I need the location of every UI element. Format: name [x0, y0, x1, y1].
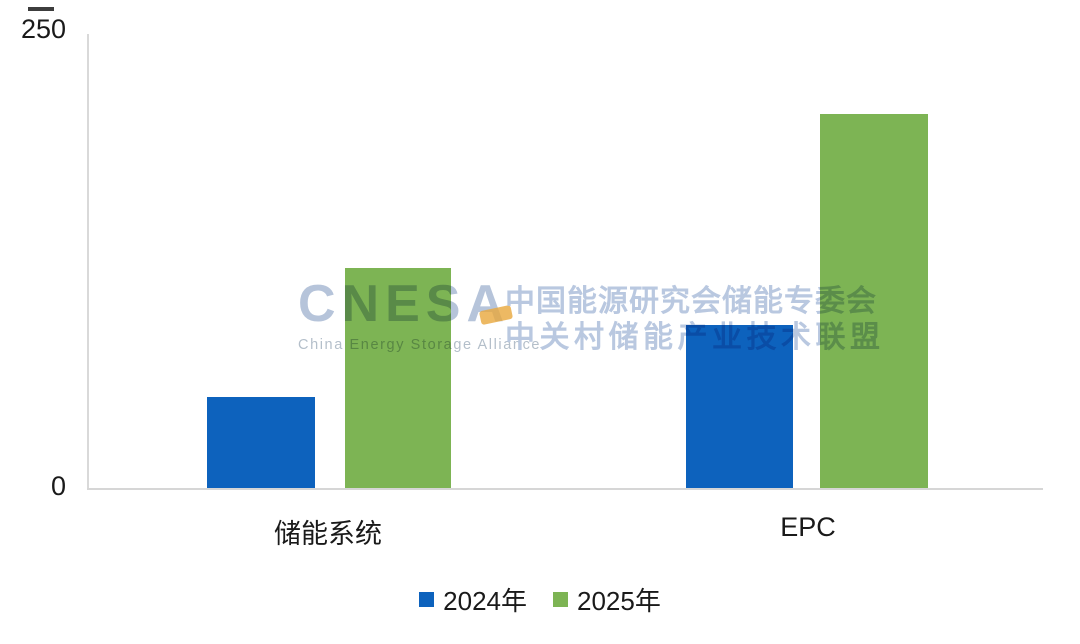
legend-swatch-2024-icon [419, 592, 435, 607]
legend-swatch-2025-icon [553, 592, 568, 607]
legend-item-2024: 2024年 [419, 581, 527, 618]
top-left-dash-mark [28, 7, 54, 11]
y-axis-tick-0: 0 [50, 471, 66, 501]
y-axis-line [87, 34, 89, 490]
bar-ess-2025 [345, 268, 451, 488]
legend-label-2025: 2025年 [577, 586, 661, 616]
bar-ess-2024 [207, 397, 315, 488]
bar-epc-2024 [686, 325, 793, 488]
cnesa-solar-panel-icon [478, 304, 514, 326]
y-axis-tick-250: 250 [20, 14, 66, 44]
legend-item-2025: 2025年 [553, 581, 661, 618]
category-label-epc: EPC [780, 512, 836, 542]
legend-label-2024: 2024年 [443, 586, 527, 616]
category-label-ess: 储能系统 [274, 519, 382, 549]
x-axis-line [87, 488, 1043, 490]
legend: 2024年 2025年 [0, 581, 1080, 618]
bar-epc-2025 [820, 114, 928, 488]
